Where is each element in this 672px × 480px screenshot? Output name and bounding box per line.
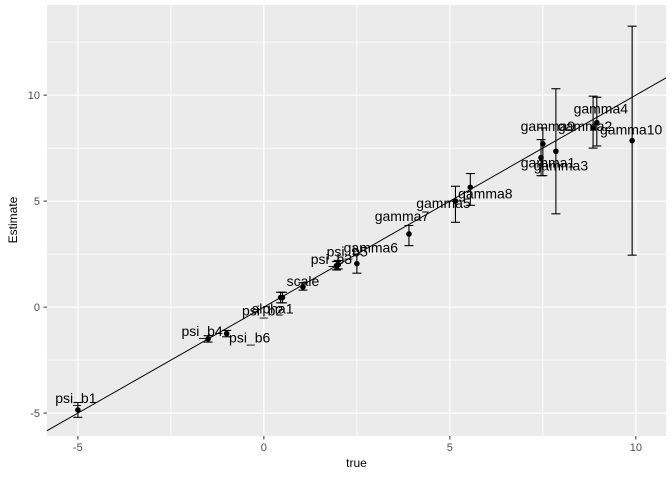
- data-point-gamma3: [553, 148, 559, 155]
- data-point-gamma4: [594, 119, 600, 126]
- point-label-gamma8: gamma8: [458, 185, 513, 201]
- data-point-gamma2: [590, 125, 596, 131]
- x-axis-tick-label: 0: [261, 442, 267, 454]
- point-label-psi_b5: psi_b5: [327, 244, 368, 260]
- data-point-alpha1: [279, 294, 286, 301]
- data-point-psi_b6: [223, 330, 230, 337]
- point-label-psi_b6: psi_b6: [229, 330, 270, 346]
- data-point-psi_b4: [205, 336, 211, 342]
- data-point-scale: [300, 284, 306, 290]
- x-axis-tick-label: 10: [630, 442, 642, 454]
- y-axis-title: Estimate: [6, 196, 20, 244]
- x-axis-title: true: [346, 456, 367, 470]
- data-point-gamma8: [467, 184, 474, 191]
- data-point-gamma7: [406, 231, 412, 237]
- point-label-gamma7: gamma7: [375, 208, 430, 224]
- x-axis-tick-label: 5: [447, 442, 453, 454]
- y-axis-tick-label: 0: [34, 302, 40, 314]
- y-axis-tick-label: 5: [34, 196, 40, 208]
- point-label-gamma9: gamma9: [521, 118, 576, 134]
- point-label-psi_b3: psi_b3: [311, 251, 352, 267]
- data-point-gamma5: [452, 198, 459, 204]
- point-label-gamma4: gamma4: [574, 101, 629, 117]
- data-point-psi_b1: [75, 407, 81, 413]
- point-label-gamma3: gamma3: [534, 157, 589, 173]
- data-point-gamma9: [540, 141, 546, 147]
- point-label-gamma6: gamma6: [344, 240, 399, 256]
- data-point-gamma10: [629, 137, 635, 144]
- point-label-psi_b2: psi_b2: [242, 303, 283, 319]
- y-axis-tick-label: 10: [28, 90, 40, 102]
- point-label-alpha1: alpha1: [251, 301, 293, 317]
- point-label-gamma2: gamma2: [558, 118, 613, 134]
- point-label-gamma5: gamma5: [416, 195, 471, 211]
- data-point-psi_b5: [335, 261, 342, 268]
- point-label-psi_b4: psi_b4: [181, 323, 222, 339]
- point-label-scale: scale: [287, 273, 320, 289]
- data-point-gamma1: [538, 154, 544, 161]
- plot-panel: [47, 5, 666, 436]
- y-axis-tick-label: -5: [30, 408, 40, 420]
- data-point-gamma6: [354, 260, 360, 267]
- point-label-psi_b1: psi_b1: [55, 390, 96, 406]
- point-label-gamma10: gamma10: [600, 122, 662, 138]
- x-axis-tick-label: -5: [73, 442, 83, 454]
- point-label-gamma1: gamma1: [521, 155, 576, 171]
